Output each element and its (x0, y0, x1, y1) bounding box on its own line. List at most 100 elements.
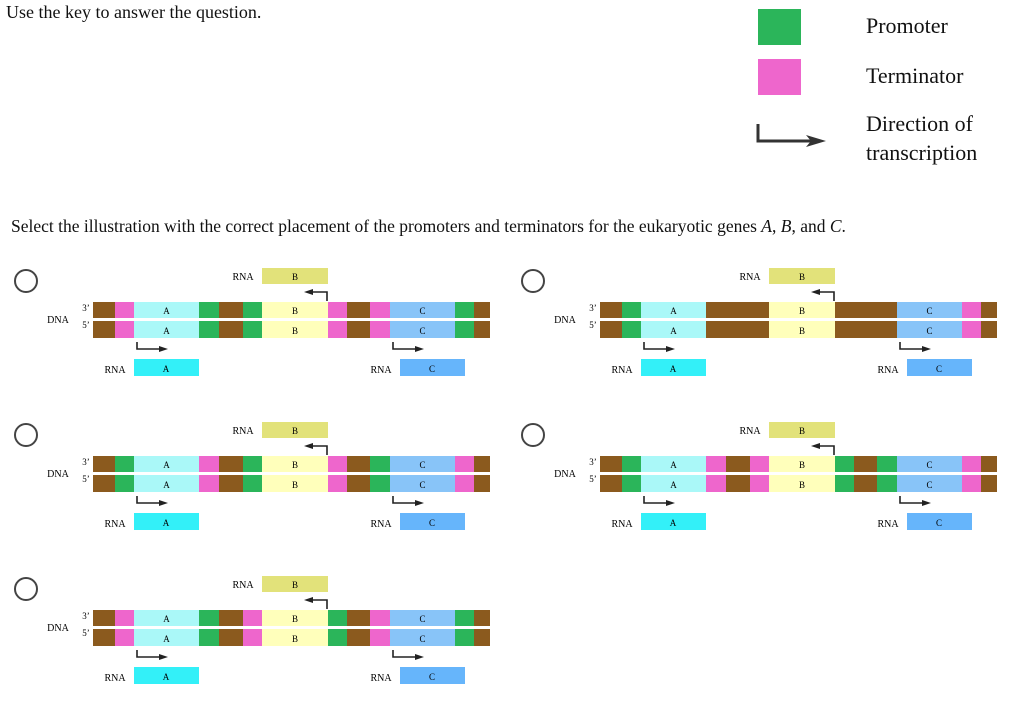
three-prime-label: 3’ (589, 457, 597, 467)
rna-b-box (769, 268, 835, 284)
promoter-segment (115, 456, 134, 472)
gene-c-label: C (419, 614, 425, 624)
option-1-radio[interactable] (14, 269, 38, 293)
rna-b-box (769, 422, 835, 438)
gene-a-label: A (670, 460, 677, 470)
gene-c-segment (390, 610, 455, 626)
promoter-key-swatch (758, 9, 801, 45)
gene-a-label: A (163, 326, 170, 336)
dna-segment (600, 456, 622, 472)
five-prime-label: 5’ (82, 320, 90, 330)
terminator-key-label: Terminator (866, 63, 964, 88)
dna-segment (600, 475, 622, 492)
gene-c-segment (390, 629, 455, 646)
terminator-segment (370, 610, 390, 626)
rna-c-gene-label: C (936, 364, 942, 374)
dna-segment (726, 302, 750, 318)
gene-b-label: B (292, 634, 298, 644)
rna-a-gene-label: A (670, 364, 677, 374)
dna-segment (219, 475, 243, 492)
dna-segment (877, 302, 897, 318)
promoter-segment (622, 456, 641, 472)
gene-c-segment (897, 302, 962, 318)
direction-label-line2: transcription (866, 140, 978, 165)
gene-b-label: B (799, 326, 805, 336)
promoter-segment (370, 475, 390, 492)
dna-segment (219, 456, 243, 472)
rna-b-gene-label: B (292, 426, 298, 436)
dna-segment (347, 610, 370, 626)
gene-c-label: C (419, 634, 425, 644)
option-4-radio[interactable] (521, 423, 545, 447)
promoter-segment (455, 629, 474, 646)
gene-c-name: C (829, 216, 842, 236)
dna-segment (219, 629, 243, 646)
rna-a-label: RNA (104, 673, 126, 684)
transcription-arrow-c-icon (899, 342, 931, 352)
dna-segment (347, 302, 370, 318)
promoter-segment (243, 321, 262, 338)
rna-c-gene-label: C (429, 672, 435, 682)
three-prime-label: 3’ (589, 303, 597, 313)
promoter-segment (835, 475, 854, 492)
gene-b-segment (262, 610, 328, 626)
rna-a-gene-label: A (163, 672, 170, 682)
terminator-segment (115, 629, 134, 646)
rna-c-box (907, 513, 972, 530)
rna-c-gene-label: C (936, 518, 942, 528)
transcription-arrow-c-icon (899, 496, 931, 506)
gene-c-segment (897, 321, 962, 338)
dna-segment (854, 321, 877, 338)
dna-segment (474, 610, 490, 626)
rna-a-label: RNA (104, 365, 126, 376)
dna-segment (347, 629, 370, 646)
transcription-arrow-a-icon (643, 496, 675, 506)
gene-b-label: B (292, 480, 298, 490)
gene-c-segment (390, 321, 455, 338)
option-2-radio[interactable] (521, 269, 545, 293)
question-suffix: . (841, 216, 846, 236)
dna-segment (93, 321, 115, 338)
transcription-arrow-a-icon (136, 496, 168, 506)
rna-b-gene-label: B (292, 272, 298, 282)
promoter-segment (877, 475, 897, 492)
dna-segment (981, 456, 997, 472)
terminator-segment (328, 475, 347, 492)
rna-a-box (641, 359, 706, 376)
promoter-segment (243, 302, 262, 318)
dna-label: DNA (554, 315, 576, 326)
terminator-segment (962, 321, 981, 338)
rna-c-label: RNA (370, 365, 392, 376)
rna-a-box (134, 513, 199, 530)
gene-c-segment (390, 302, 455, 318)
option-5-radio[interactable] (14, 577, 38, 601)
gene-a-segment (134, 321, 199, 338)
three-prime-label: 3’ (82, 457, 90, 467)
dna-label: DNA (47, 315, 69, 326)
rna-c-label: RNA (370, 673, 392, 684)
bent-arrow-icon (756, 124, 826, 147)
promoter-segment (115, 475, 134, 492)
promoter-segment (243, 475, 262, 492)
dna-segment (877, 321, 897, 338)
rna-a-gene-label: A (670, 518, 677, 528)
dna-segment (600, 321, 622, 338)
transcription-arrow-b-icon (304, 597, 328, 609)
rna-b-label: RNA (232, 580, 254, 591)
promoter-segment (877, 456, 897, 472)
terminator-segment (962, 475, 981, 492)
rna-a-box (641, 513, 706, 530)
question-sep: , (772, 216, 781, 236)
gene-b-label: B (292, 614, 298, 624)
option-3-diagram: DNA 3’ 5’ A B C A B C RNA B RNA A RNA C (40, 419, 500, 539)
dna-segment (93, 629, 115, 646)
terminator-segment (328, 456, 347, 472)
option-4-diagram: DNA 3’ 5’ A B C A B C RNA B RNA A RNA C (547, 419, 1007, 539)
rna-c-gene-label: C (429, 518, 435, 528)
promoter-segment (622, 475, 641, 492)
transcription-arrow-b-icon (811, 443, 835, 455)
option-3-radio[interactable] (14, 423, 38, 447)
promoter-segment (199, 321, 219, 338)
dna-segment (835, 302, 854, 318)
gene-a-label: A (163, 614, 170, 624)
